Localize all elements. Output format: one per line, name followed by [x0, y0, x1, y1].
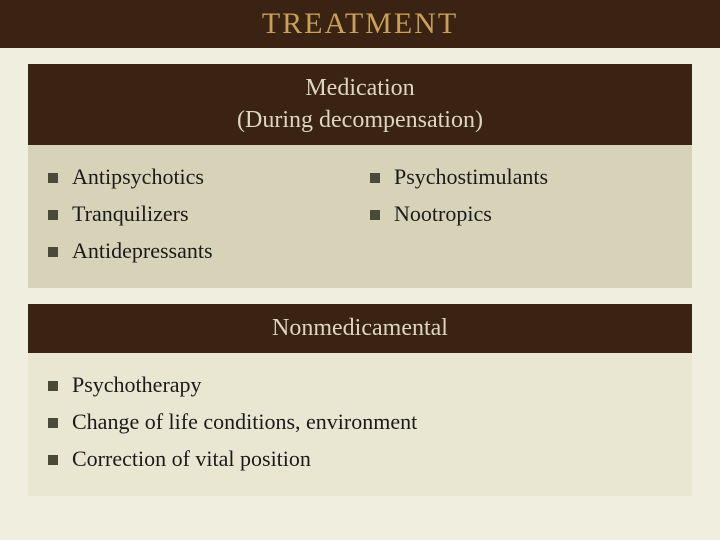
item-label: Psychotherapy — [72, 367, 202, 402]
medication-col-left: Antipsychotics Tranquilizers Antidepress… — [48, 157, 350, 271]
bullet-list: Antipsychotics Tranquilizers Antidepress… — [48, 159, 350, 269]
square-bullet-icon — [370, 210, 380, 220]
heading-line: Nonmedicamental — [28, 312, 692, 344]
list-item: Psychostimulants — [370, 159, 672, 194]
bullet-list: Psychotherapy Change of life conditions,… — [48, 367, 672, 477]
item-label: Antipsychotics — [72, 159, 204, 194]
list-item: Antipsychotics — [48, 159, 350, 194]
medication-body: Antipsychotics Tranquilizers Antidepress… — [28, 145, 692, 289]
heading-line: (During decompensation) — [28, 104, 692, 136]
nonmedicamental-body: Psychotherapy Change of life conditions,… — [28, 353, 692, 497]
item-label: Nootropics — [394, 196, 492, 231]
nonmedicamental-heading: Nonmedicamental — [28, 304, 692, 352]
list-item: Tranquilizers — [48, 196, 350, 231]
square-bullet-icon — [48, 173, 58, 183]
list-item: Psychotherapy — [48, 367, 672, 402]
slide-title: TREATMENT — [262, 7, 458, 41]
medication-col-right: Psychostimulants Nootropics — [370, 157, 672, 271]
item-label: Tranquilizers — [72, 196, 189, 231]
medication-section: Medication (During decompensation) Antip… — [28, 64, 692, 288]
square-bullet-icon — [48, 247, 58, 257]
medication-heading: Medication (During decompensation) — [28, 64, 692, 145]
item-label: Psychostimulants — [394, 159, 548, 194]
item-label: Change of life conditions, environment — [72, 404, 417, 439]
item-label: Correction of vital position — [72, 441, 311, 476]
medication-columns: Antipsychotics Tranquilizers Antidepress… — [48, 157, 672, 271]
slide-title-bar: TREATMENT — [0, 0, 720, 48]
item-label: Antidepressants — [72, 233, 213, 268]
list-item: Antidepressants — [48, 233, 350, 268]
nonmedicamental-section: Nonmedicamental Psychotherapy Change of … — [28, 304, 692, 496]
square-bullet-icon — [48, 418, 58, 428]
list-item: Nootropics — [370, 196, 672, 231]
square-bullet-icon — [48, 381, 58, 391]
square-bullet-icon — [48, 455, 58, 465]
square-bullet-icon — [48, 210, 58, 220]
square-bullet-icon — [370, 173, 380, 183]
bullet-list: Psychostimulants Nootropics — [370, 159, 672, 231]
list-item: Correction of vital position — [48, 441, 672, 476]
heading-line: Medication — [28, 72, 692, 104]
list-item: Change of life conditions, environment — [48, 404, 672, 439]
